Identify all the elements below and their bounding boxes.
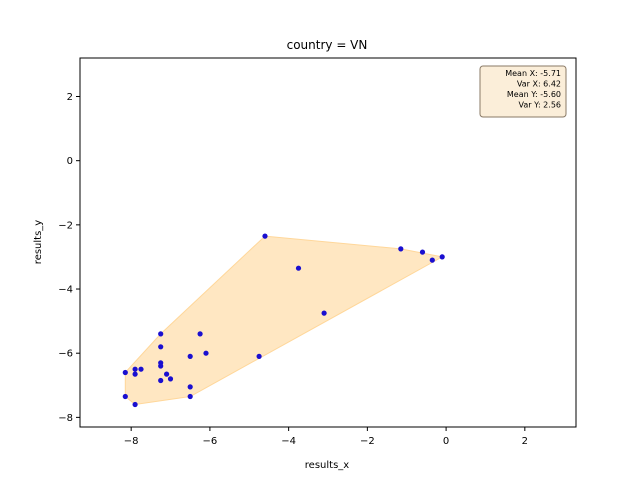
data-point [398,246,404,252]
data-point [164,371,170,377]
data-point [187,393,193,400]
data-point [203,350,209,356]
data-point [158,344,164,350]
y-tick-label: 0 [67,156,73,167]
data-point [138,366,144,372]
x-axis-label: results_x [305,460,350,471]
data-point [197,331,203,337]
data-point [187,384,193,390]
stats-line: Var X: 6.42 [517,80,561,89]
x-axis: −8 −6 −4 −2 0 2 [124,427,528,447]
y-axis: −8 −6 −4 −2 0 2 [58,92,80,424]
data-point [429,257,435,263]
data-point [158,363,164,369]
x-tick-label: 0 [443,436,449,447]
x-tick-label: −2 [360,436,375,447]
data-point [256,353,262,359]
plot-area [122,233,445,408]
data-point [167,376,174,382]
stats-line: Mean Y: -5.60 [507,90,561,99]
y-tick-label: −8 [58,413,73,424]
x-tick-label: −8 [124,436,139,447]
data-point [262,233,268,239]
y-tick-label: −4 [58,285,73,296]
data-point [439,254,445,260]
data-point [122,393,128,400]
data-point [419,249,426,255]
data-point [132,366,138,372]
y-tick-label: −2 [58,220,73,231]
y-tick-label: −6 [58,349,73,360]
y-tick-label: 2 [67,92,73,103]
chart-title: country = VN [287,38,368,52]
data-point [132,401,138,408]
data-point [132,371,138,377]
stats-line: Var Y: 2.56 [519,101,561,110]
plot-frame [79,57,577,428]
data-point [321,310,327,316]
y-axis-label: results_y [33,220,44,265]
x-tick-label: −4 [281,436,296,447]
data-point [158,377,164,384]
data-point [122,369,128,376]
stats-line: Mean X: -5.71 [505,69,561,78]
x-tick-label: 2 [522,436,528,447]
data-point [295,265,302,271]
x-tick-label: −6 [203,436,218,447]
data-point [158,331,164,337]
data-point [187,353,193,359]
stats-box-frame [479,65,567,118]
